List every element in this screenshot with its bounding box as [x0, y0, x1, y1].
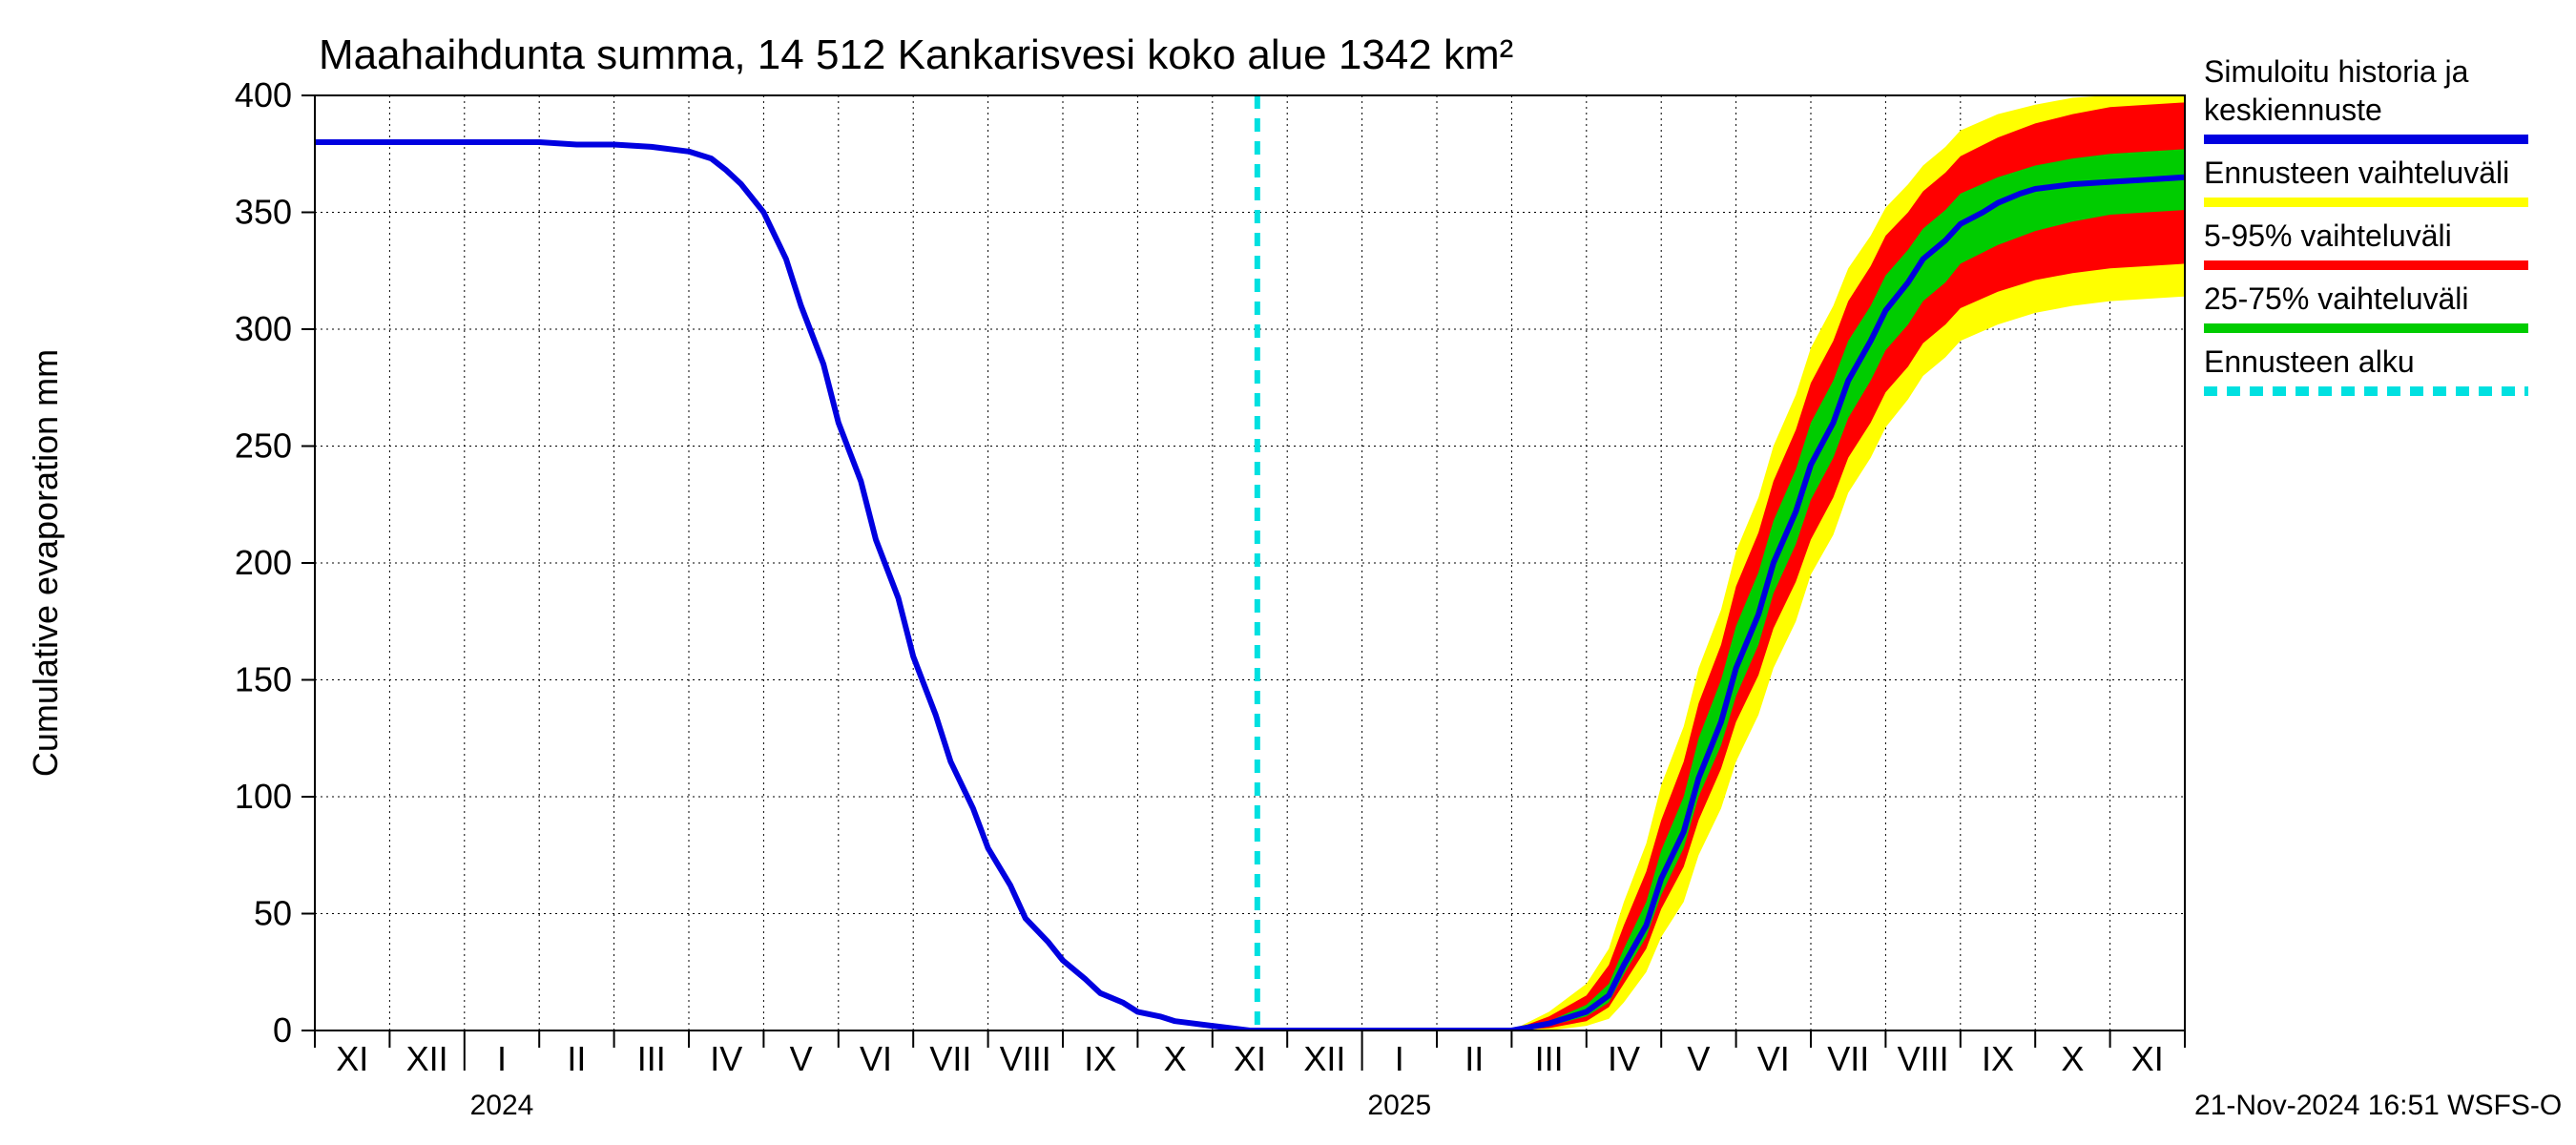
chart-title: Maahaihdunta summa, 14 512 Kankarisvesi … [319, 31, 1513, 78]
x-tick-label: III [637, 1039, 666, 1078]
y-tick-label: 100 [235, 777, 292, 816]
x-tick-label: IX [1982, 1039, 2014, 1078]
x-tick-label: IV [710, 1039, 742, 1078]
x-tick-label: IV [1608, 1039, 1640, 1078]
x-tick-label: IX [1084, 1039, 1116, 1078]
x-tick-label: I [497, 1039, 507, 1078]
y-tick-label: 350 [235, 193, 292, 232]
x-tick-label: V [790, 1039, 813, 1078]
chart-container: 050100150200250300350400XIXIIIIIIIIIVVVI… [0, 0, 2576, 1145]
y-tick-label: 50 [254, 894, 292, 933]
x-tick-label: XI [1234, 1039, 1266, 1078]
y-tick-label: 0 [273, 1010, 292, 1050]
x-tick-label: VII [1827, 1039, 1869, 1078]
x-tick-label: XI [336, 1039, 368, 1078]
y-tick-label: 400 [235, 75, 292, 114]
x-tick-label: VIII [1898, 1039, 1949, 1078]
x-tick-label: III [1535, 1039, 1564, 1078]
chart-footer: 21-Nov-2024 16:51 WSFS-O [2194, 1090, 2562, 1121]
y-tick-label: 300 [235, 309, 292, 348]
x-tick-label: I [1395, 1039, 1404, 1078]
legend-label: keskiennuste [2204, 93, 2382, 127]
x-tick-label: XI [2131, 1039, 2164, 1078]
x-tick-label: II [1465, 1039, 1484, 1078]
legend-label: 25-75% vaihteluväli [2204, 281, 2469, 316]
x-tick-label: V [1687, 1039, 1710, 1078]
x-year-label: 2024 [470, 1090, 534, 1121]
x-tick-label: II [567, 1039, 586, 1078]
legend-label: Simuloitu historia ja [2204, 54, 2469, 89]
x-year-label: 2025 [1367, 1090, 1431, 1121]
x-tick-label: VIII [1000, 1039, 1051, 1078]
evaporation-chart: 050100150200250300350400XIXIIIIIIIIIVVVI… [0, 0, 2576, 1145]
x-tick-label: VII [929, 1039, 971, 1078]
y-axis-label: Cumulative evaporation mm [26, 349, 65, 777]
legend-label: Ennusteen vaihteluväli [2204, 156, 2509, 190]
x-tick-label: X [1164, 1039, 1187, 1078]
x-tick-label: XII [1303, 1039, 1345, 1078]
x-tick-label: VI [1757, 1039, 1790, 1078]
x-tick-label: X [2061, 1039, 2084, 1078]
y-tick-label: 150 [235, 660, 292, 699]
x-tick-label: VI [860, 1039, 892, 1078]
y-tick-label: 250 [235, 427, 292, 466]
chart-background [0, 0, 2576, 1145]
legend-label: 5-95% vaihteluväli [2204, 219, 2452, 253]
legend-label: Ennusteen alku [2204, 344, 2415, 379]
y-tick-label: 200 [235, 543, 292, 582]
x-tick-label: XII [406, 1039, 448, 1078]
